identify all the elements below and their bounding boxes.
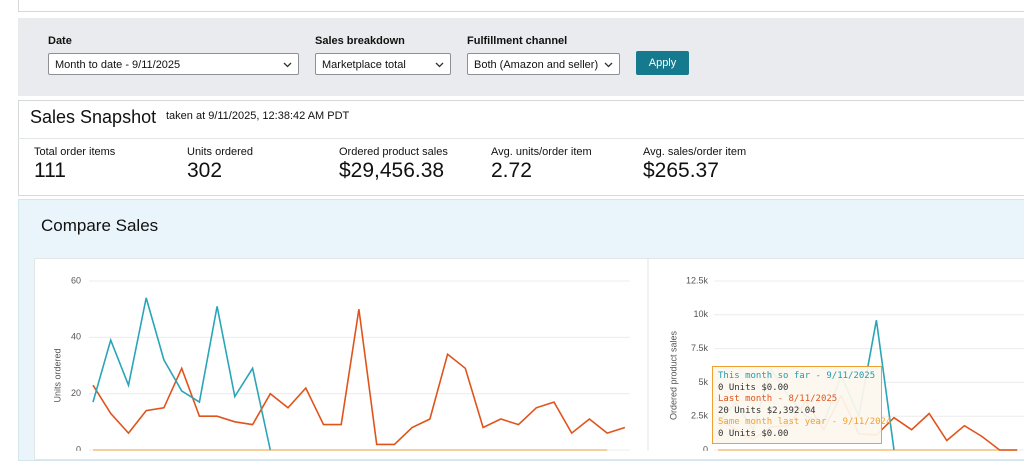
compare-title: Compare Sales	[41, 216, 159, 235]
y-tick-label: 0	[76, 444, 81, 451]
y-tick-label: 2.5k	[691, 411, 709, 421]
tooltip-line: 0 Units $0.00	[718, 428, 789, 439]
metric-label: Avg. sales/order item	[643, 146, 747, 158]
chevron	[604, 62, 613, 68]
snapshot-title: Sales Snapshot	[30, 107, 157, 127]
y-tick-label: 0	[703, 444, 708, 451]
filter-label: Fulfillment channel	[467, 35, 568, 47]
y-tick-label: 10k	[693, 309, 708, 319]
apply-button[interactable]: Apply	[636, 51, 689, 75]
metric-label: Total order items	[34, 146, 116, 158]
y-tick-label: 7.5k	[691, 343, 709, 353]
snapshot-timestamp: taken at 9/11/2025, 12:38:42 AM PDT	[166, 110, 350, 122]
chevron	[435, 62, 444, 68]
y-tick-label: 5k	[698, 377, 708, 387]
tooltip-line: This month so far - 9/11/2025	[718, 371, 876, 381]
charts: 0 20 40 60 Units ordered 0 2.5k 5k 7.5k 10k 12.5k O…	[52, 259, 1024, 451]
page: {"filters": [ {"label": "Date", "value":…	[18, 0, 1024, 461]
y-tick-label: 40	[71, 332, 81, 342]
select-value: Marketplace total	[322, 59, 406, 71]
metric-label: Avg. units/order item	[491, 146, 592, 158]
y-tick-label: 60	[71, 275, 81, 285]
select-value: Month to date - 9/11/2025	[55, 59, 181, 71]
metric-value: $265.37	[643, 159, 719, 182]
y-tick-label: 20	[71, 388, 81, 398]
series-line	[92, 297, 272, 451]
y-axis-label: Units ordered	[52, 348, 62, 402]
tooltip-line: Last month - 8/11/2025	[718, 394, 838, 404]
metric-label: Units ordered	[187, 146, 254, 158]
metric-label: Ordered product sales	[339, 146, 448, 158]
snapshot-panel	[18, 100, 1024, 196]
series-line	[92, 309, 626, 446]
metric-value: $29,456.38	[339, 159, 445, 182]
snapshot-header	[18, 100, 1024, 139]
top-strip	[18, 0, 1024, 12]
filter-select[interactable]: Both (Amazon and seller)	[467, 53, 620, 75]
filter-label: Date	[48, 35, 72, 47]
tooltip-line: 0 Units $0.00	[718, 382, 789, 393]
select-value: Both (Amazon and seller)	[474, 59, 599, 71]
tooltip: This month so far - 9/11/2025 0 Units $0.…	[712, 366, 892, 444]
filter-select[interactable]: Month to date - 9/11/2025	[48, 53, 299, 75]
tooltip-line: 20 Units $2,392.04	[718, 405, 816, 416]
tooltip-line: Same month last year - 9/11/2024	[718, 417, 892, 427]
chevron	[283, 62, 292, 68]
metric-value: 2.72	[491, 159, 532, 182]
filter-label: Sales breakdown	[315, 35, 405, 47]
y-tick-label: 12.5k	[686, 275, 709, 285]
y-axis-label: Ordered product sales	[668, 330, 678, 420]
filter-select[interactable]: Marketplace total	[315, 53, 451, 75]
plot-area	[92, 297, 626, 451]
metric-value: 302	[187, 159, 223, 182]
metric-value: 111	[34, 159, 66, 182]
